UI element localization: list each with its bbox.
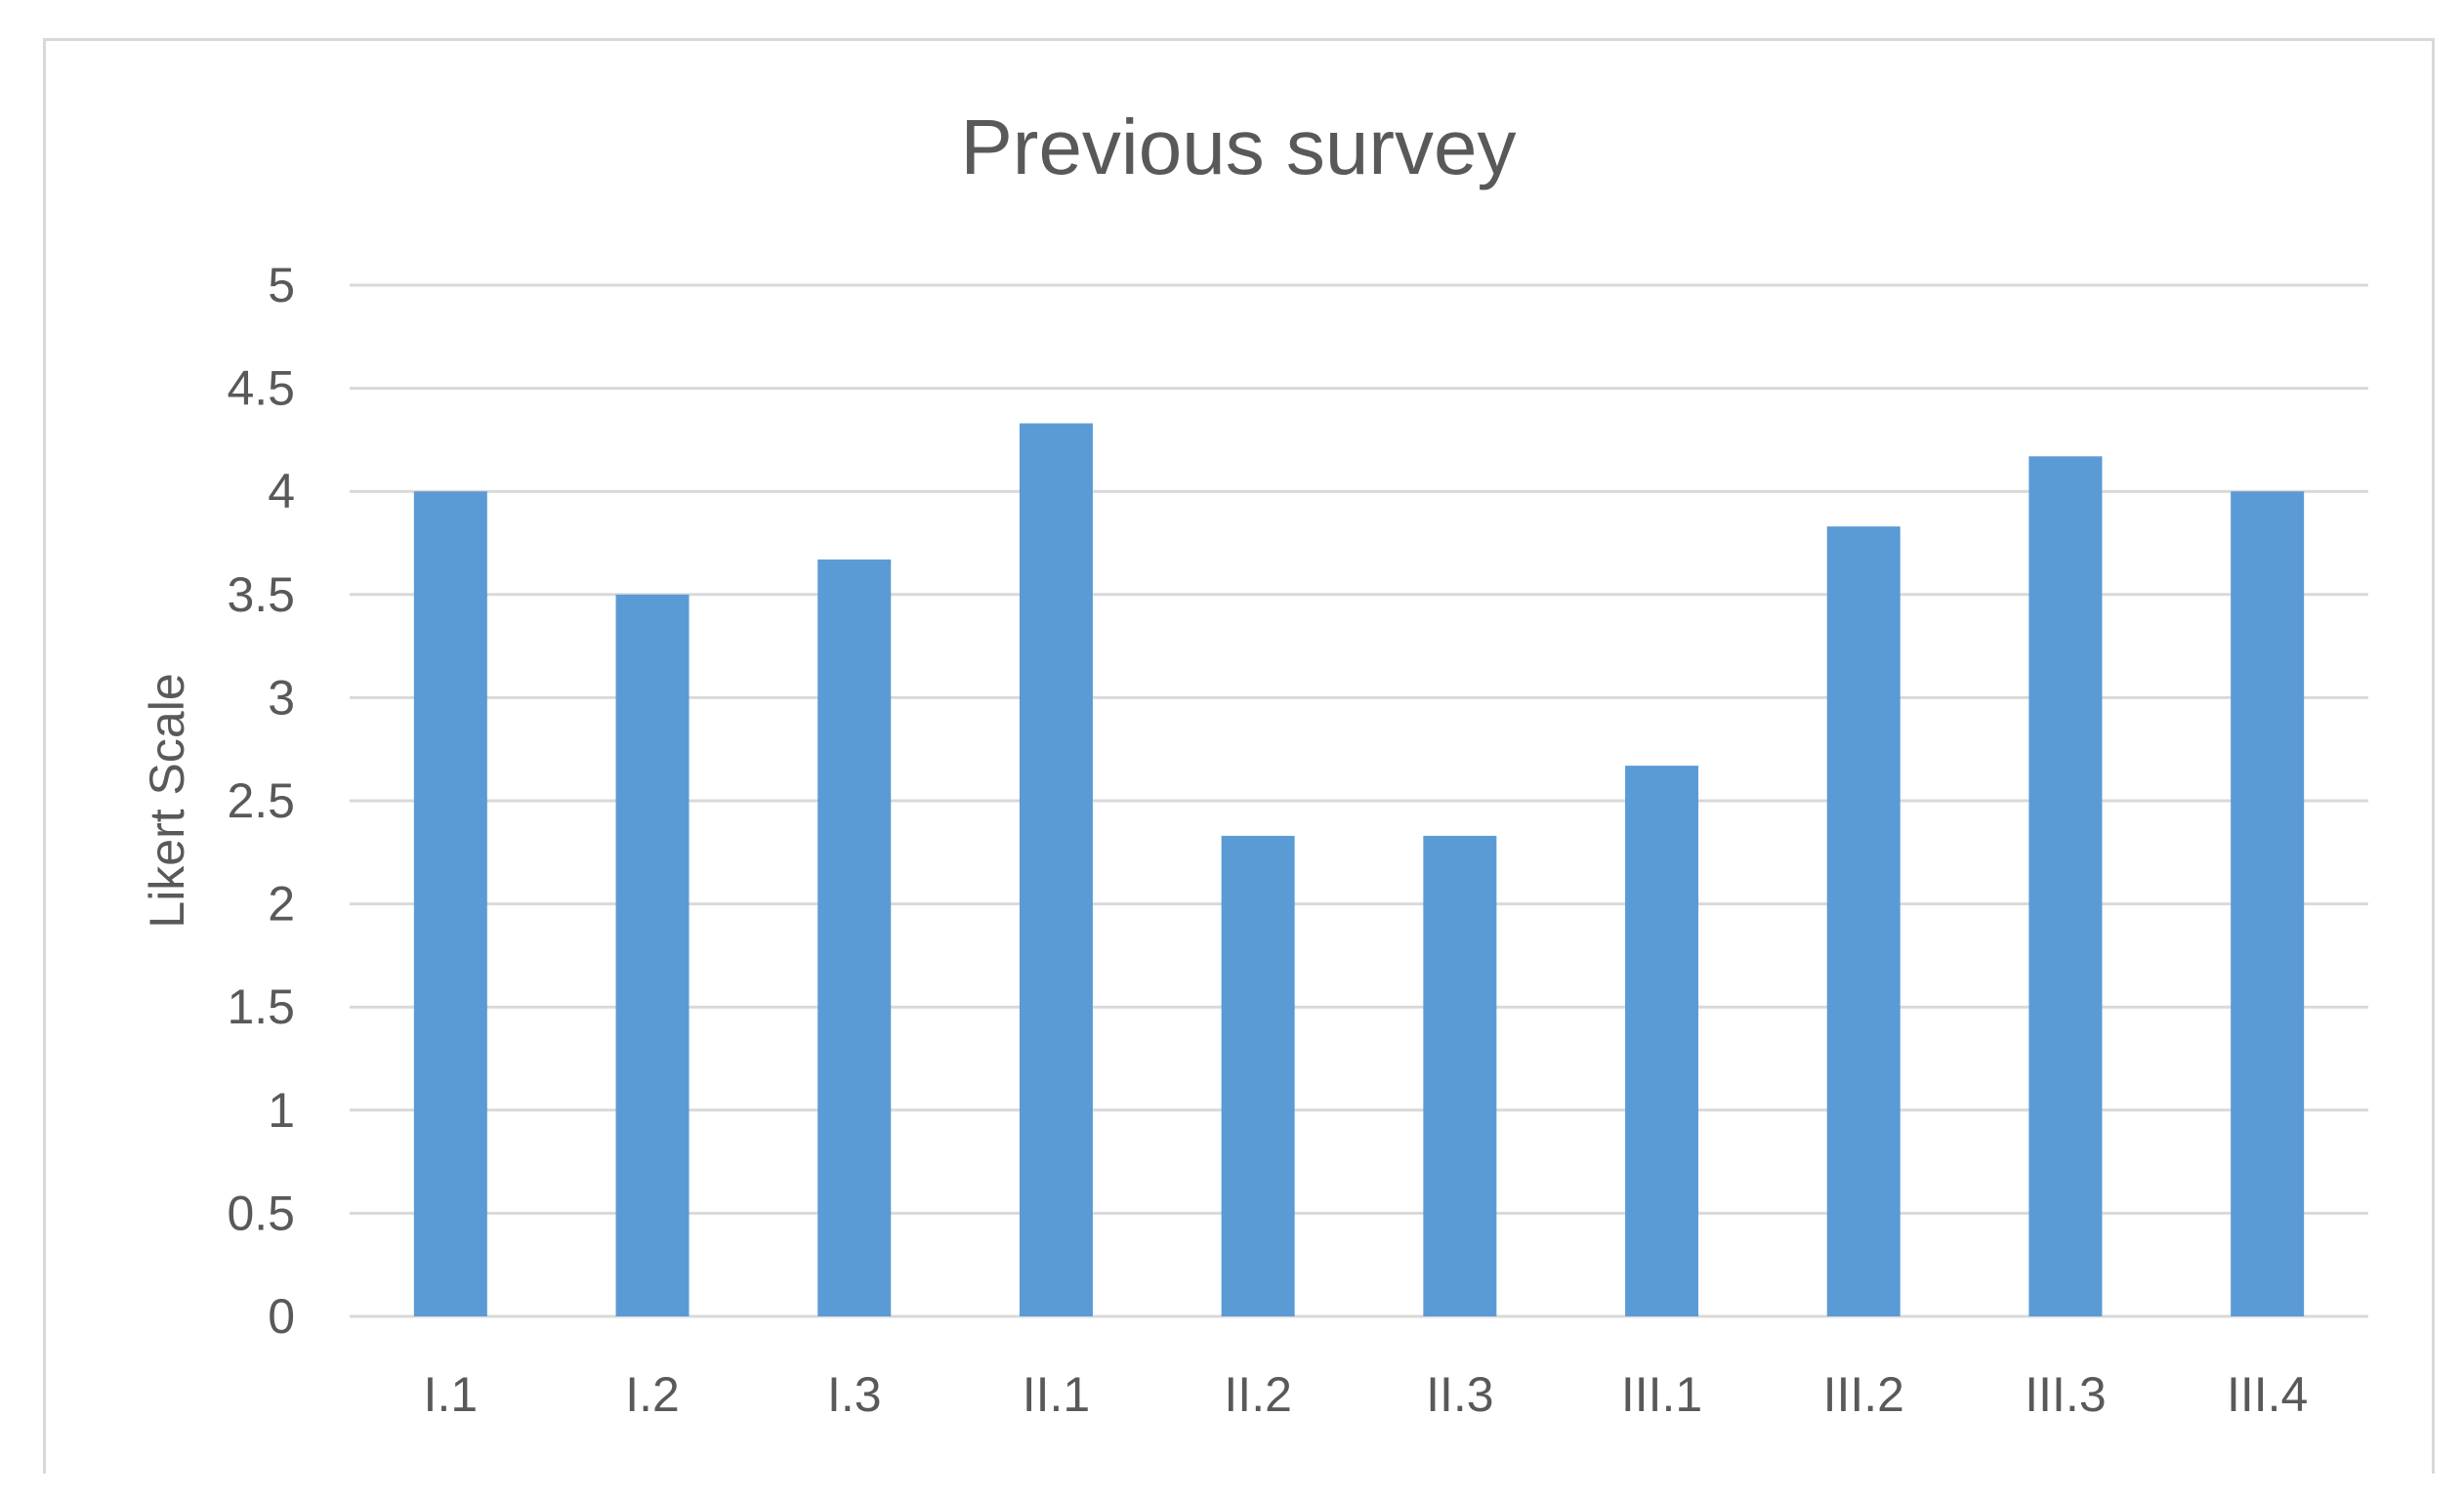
y-tick-label: 3.5 xyxy=(227,567,295,622)
bar-III.2 xyxy=(1826,526,1900,1316)
y-tick-label: 4 xyxy=(268,464,295,519)
y-tick-label: 1.5 xyxy=(227,979,295,1034)
y-tick-label: 0 xyxy=(268,1289,295,1344)
x-tick-label: III.4 xyxy=(2227,1367,2308,1422)
x-axis-ticks: I.1 I.2 I.3 II.1 II.2 II.3 III.1 III.2 III.3 III.… xyxy=(424,1367,2309,1422)
x-tick-label: I.1 xyxy=(424,1367,479,1422)
bar-I.1 xyxy=(413,491,487,1316)
bar-I.2 xyxy=(615,594,689,1316)
y-tick-label: 2.5 xyxy=(227,773,295,828)
x-tick-label: II.3 xyxy=(1426,1367,1493,1422)
bar-II.2 xyxy=(1221,835,1295,1316)
chart-title: Previous survey xyxy=(960,104,1516,190)
x-tick-label: II.1 xyxy=(1023,1367,1090,1422)
x-tick-label: III.3 xyxy=(2025,1367,2106,1422)
y-tick-label: 3 xyxy=(268,670,295,725)
y-tick-label: 4.5 xyxy=(227,361,295,416)
y-axis-ticks: 0 0.5 1 1.5 2 2.5 3 3.5 4 4.5 5 xyxy=(227,258,295,1344)
y-axis-label: Likert Scale xyxy=(140,673,194,928)
y-tick-label: 5 xyxy=(268,258,295,312)
x-tick-label: II.2 xyxy=(1224,1367,1291,1422)
x-tick-label: III.1 xyxy=(1621,1367,1702,1422)
bars xyxy=(413,423,2305,1316)
bar-II.3 xyxy=(1423,835,1497,1316)
x-tick-label: I.2 xyxy=(625,1367,680,1422)
x-tick-label: I.3 xyxy=(827,1367,882,1422)
bar-II.1 xyxy=(1019,423,1093,1316)
bar-III.1 xyxy=(1625,766,1699,1316)
bar-I.3 xyxy=(817,559,892,1316)
y-tick-label: 1 xyxy=(268,1083,295,1138)
bar-III.4 xyxy=(2231,491,2305,1316)
bar-III.3 xyxy=(2028,456,2103,1316)
y-tick-label: 0.5 xyxy=(227,1186,295,1240)
x-tick-label: III.2 xyxy=(1823,1367,1904,1422)
y-tick-label: 2 xyxy=(268,877,295,932)
